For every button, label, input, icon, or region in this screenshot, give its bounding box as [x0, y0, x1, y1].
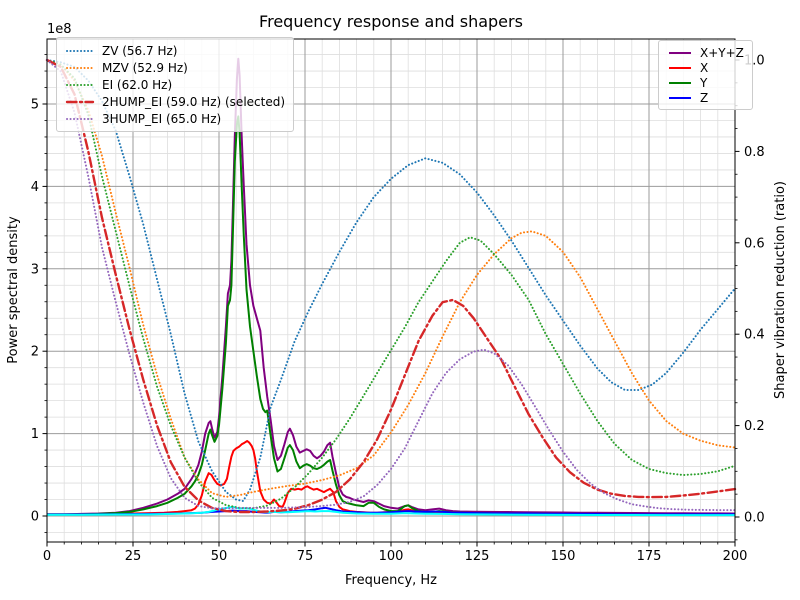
- legend-item-label: Y: [700, 75, 708, 90]
- legend-item: EI (62.0 Hz): [65, 76, 285, 93]
- legend-item: X+Y+Z: [667, 45, 744, 60]
- legend-item: ZV (56.7 Hz): [65, 42, 285, 59]
- series-after-shaper: [47, 505, 735, 517]
- x-tick-label: 200: [723, 549, 748, 564]
- legend-psd: X+Y+Z X Y Z: [658, 40, 753, 110]
- legend-item-label: MZV (52.9 Hz): [102, 60, 188, 75]
- legend-line-sample-icon: [667, 78, 693, 88]
- legend-item: X: [667, 60, 744, 75]
- legend-line-sample-icon: [65, 97, 95, 107]
- legend-item: 2HUMP_EI (59.0 Hz) (selected): [65, 93, 285, 110]
- x-tick-label: 0: [43, 549, 51, 564]
- legend-line-sample-icon: [65, 63, 95, 73]
- y-right-tick-label: 0.0: [744, 511, 765, 526]
- legend-item: MZV (52.9 Hz): [65, 59, 285, 76]
- tick-labels: 0 25 50 75 100 125 150 175 200 0 1 2 3 4 5 0.0 0.2 0.4 0.6…: [31, 54, 765, 565]
- legend-item-label: EI (62.0 Hz): [102, 77, 173, 92]
- x-tick-label: 175: [637, 549, 662, 564]
- legend-item-label: ZV (56.7 Hz): [102, 43, 178, 58]
- x-tick-label: 50: [211, 549, 228, 564]
- series-ei-62-0-hz-: [46, 59, 736, 510]
- x-tick-label: 100: [379, 549, 404, 564]
- y-left-tick-label: 0: [31, 510, 39, 525]
- y-left-tick-label: 2: [31, 345, 39, 360]
- y-right-tick-label: 0.4: [744, 328, 765, 343]
- legend-item: 3HUMP_EI (65.0 Hz): [65, 110, 285, 127]
- legend-line-sample-icon: [65, 46, 95, 56]
- legend-line-sample-icon: [65, 80, 95, 90]
- legend-item-label: 3HUMP_EI (65.0 Hz): [102, 111, 222, 126]
- series-2hump-ei-59-0-hz-selected-: [45, 58, 737, 514]
- y-left-tick-label: 3: [31, 262, 39, 277]
- legend-line-sample-icon: [667, 48, 693, 58]
- x-tick-label: 125: [465, 549, 490, 564]
- y-left-axis-label: Power spectral density: [6, 216, 21, 364]
- legend-item-label: X+Y+Z: [700, 45, 744, 60]
- y-axis-offset-label: 1e8: [47, 22, 72, 37]
- data-series: [45, 57, 737, 517]
- legend-item-label: 2HUMP_EI (59.0 Hz) (selected): [102, 94, 286, 109]
- series-x-y-z: [47, 57, 736, 516]
- x-tick-label: 75: [297, 549, 314, 564]
- tick-marks: [42, 54, 740, 547]
- y-left-tick-label: 5: [31, 98, 39, 113]
- y-right-tick-label: 0.6: [744, 236, 765, 251]
- x-axis-label: Frequency, Hz: [345, 573, 437, 588]
- legend-item-label: X: [700, 60, 709, 75]
- legend-line-sample-icon: [667, 93, 693, 103]
- legend-shapers: ZV (56.7 Hz) MZV (52.9 Hz) EI (62.0 Hz) 2HU…: [56, 37, 295, 132]
- series-zv-56-7-hz-: [46, 59, 736, 502]
- chart-title: Frequency response and shapers: [259, 12, 523, 31]
- y-left-tick-label: 4: [31, 180, 39, 195]
- y-left-tick-label: 1: [31, 427, 39, 442]
- y-right-tick-label: 0.2: [744, 419, 765, 434]
- series-mzv-52-9-hz-: [46, 59, 736, 498]
- series-3hump-ei-65-0-hz-: [46, 59, 736, 512]
- legend-item-label: Z: [700, 90, 709, 105]
- y-right-tick-label: 0.8: [744, 145, 765, 160]
- legend-line-sample-icon: [667, 63, 693, 73]
- y-right-axis-label: Shaper vibration reduction (ratio): [773, 181, 788, 399]
- legend-line-sample-icon: [65, 114, 95, 124]
- x-tick-label: 150: [551, 549, 576, 564]
- legend-item: Y: [667, 75, 744, 90]
- legend-item: Z: [667, 90, 744, 105]
- x-tick-label: 25: [125, 549, 142, 564]
